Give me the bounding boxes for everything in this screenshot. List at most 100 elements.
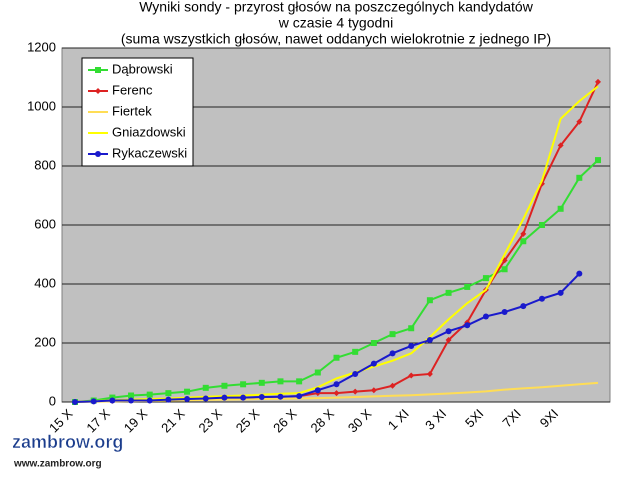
point [90, 398, 97, 405]
point [557, 289, 564, 296]
point [445, 289, 452, 296]
point [482, 313, 489, 320]
point [333, 354, 340, 361]
y-tick-label: 1000 [27, 98, 56, 113]
point [520, 303, 527, 310]
point [352, 348, 359, 355]
point [128, 392, 135, 399]
series-line [74, 272, 581, 403]
point [464, 322, 471, 329]
legend-label: Ferenc [112, 82, 153, 97]
y-tick-label: 200 [34, 334, 56, 349]
point [72, 399, 78, 405]
point [333, 381, 340, 388]
watermark: zambrow.org [12, 432, 123, 452]
chart-subtitle: (suma wszystkich głosów, nawet oddanych … [121, 31, 551, 47]
y-tick-label: 0 [49, 393, 56, 408]
point [445, 328, 452, 335]
point [314, 369, 321, 376]
point [557, 142, 564, 149]
point [520, 238, 527, 245]
point [333, 390, 340, 397]
point [221, 382, 228, 389]
point [576, 270, 583, 277]
point [165, 396, 172, 403]
point [296, 393, 303, 400]
point [258, 393, 265, 400]
point [240, 381, 247, 388]
point [202, 395, 209, 402]
x-tick-label: 3 XI [422, 406, 449, 433]
point [408, 342, 415, 349]
point [146, 397, 153, 404]
point [258, 379, 265, 386]
point [240, 394, 247, 401]
point [538, 295, 545, 302]
point [296, 378, 303, 385]
point [184, 388, 191, 395]
point [277, 378, 284, 385]
point [370, 340, 377, 346]
point [595, 78, 601, 85]
legend-marker [95, 88, 101, 94]
point [408, 325, 415, 332]
y-tick-label: 600 [34, 216, 56, 231]
x-tick-label: 7XI [499, 406, 523, 430]
x-tick-label: 30 X [345, 406, 375, 436]
point [482, 275, 489, 282]
x-tick-label: 21 X [158, 406, 188, 436]
point [426, 297, 433, 304]
y-tick-label: 400 [34, 275, 56, 290]
point [146, 391, 153, 398]
point [501, 266, 508, 273]
x-tick-label: 9XI [537, 406, 561, 430]
legend-label: Fiertek [112, 103, 152, 118]
point [538, 222, 545, 228]
legend-label: Dąbrowski [112, 61, 173, 76]
legend-marker [95, 151, 101, 157]
point [370, 387, 377, 394]
legend-label: Rykaczewski [112, 145, 187, 160]
chart-title: Wyniki sondy - przyrost głosów na poszcz… [139, 0, 534, 15]
point [595, 157, 601, 164]
point [352, 388, 359, 395]
point [576, 118, 583, 125]
x-tick-label: 25 X [233, 406, 263, 436]
x-tick-label: 1 XI [385, 406, 412, 433]
point [389, 331, 396, 338]
point [389, 350, 396, 357]
legend-label: Gniazdowski [112, 124, 186, 139]
legend-marker [95, 67, 101, 73]
point [202, 384, 209, 391]
y-tick-label: 800 [34, 157, 56, 172]
point [314, 387, 321, 394]
y-tick-label: 1200 [27, 39, 56, 54]
point [128, 397, 135, 404]
point [277, 393, 284, 400]
point [352, 370, 359, 377]
point [370, 360, 377, 367]
point [464, 283, 471, 290]
chart-subtitle: w czasie 4 tygodni [278, 15, 393, 31]
point [165, 390, 172, 397]
point [576, 174, 583, 181]
x-tick-label: 19 X [121, 406, 151, 436]
point [501, 309, 508, 316]
point [557, 205, 564, 212]
point [520, 230, 527, 237]
x-tick-label: 5XI [462, 406, 486, 430]
point [184, 396, 191, 403]
point [426, 370, 433, 377]
point [445, 337, 452, 344]
x-tick-label: 26 X [270, 406, 300, 436]
point [426, 337, 433, 344]
x-tick-label: 23 X [195, 406, 225, 436]
series-line [74, 85, 599, 403]
point [221, 394, 228, 401]
point [389, 382, 396, 389]
x-tick-label: 28 X [308, 406, 338, 436]
point [109, 397, 116, 404]
watermark-url: www.zambrow.org [13, 459, 102, 470]
